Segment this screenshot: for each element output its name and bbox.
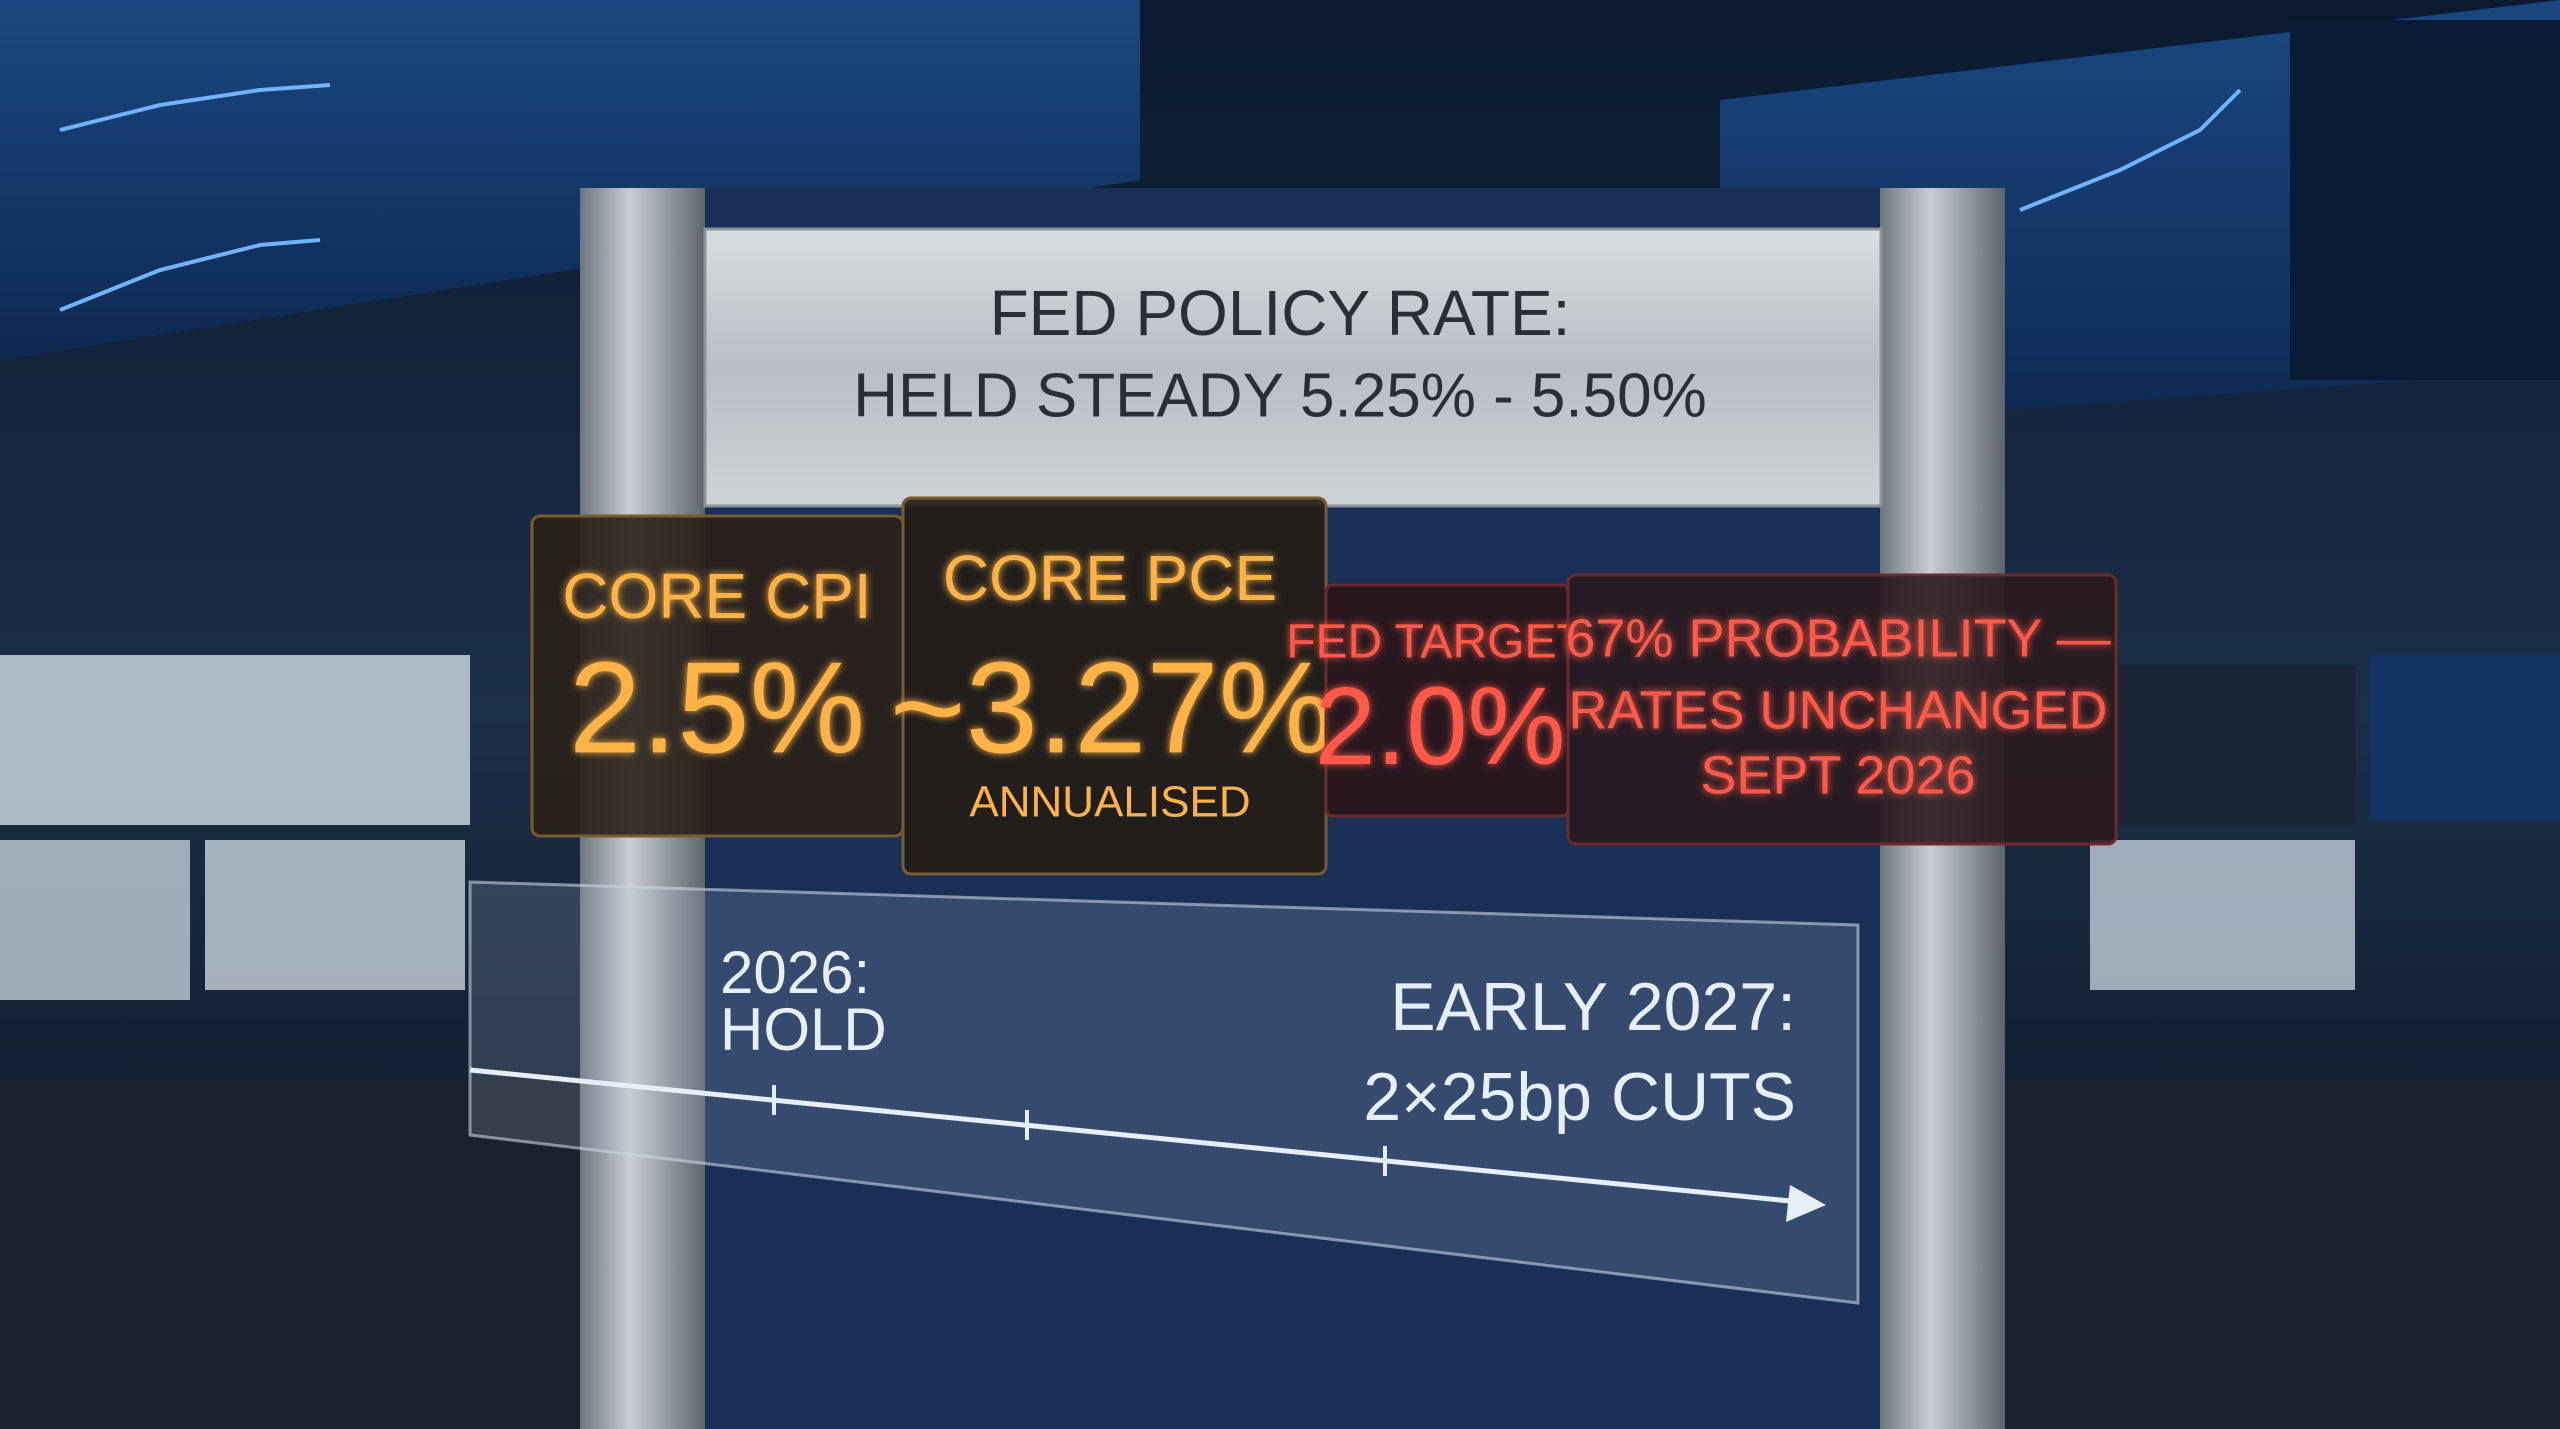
monitor xyxy=(2090,840,2355,990)
timeline-axis xyxy=(469,1067,1811,1206)
panel-label: CORE PCE xyxy=(943,542,1277,614)
panel-line: 67% PROBABILITY — xyxy=(1565,608,2110,668)
wall-chart-line xyxy=(59,238,321,312)
panel-label: CORE CPI xyxy=(562,560,871,632)
panel-line: SEPT 2026 xyxy=(1700,745,1975,805)
wall-chart-line xyxy=(59,83,331,132)
timeline-start: HOLD xyxy=(720,996,887,1063)
panel xyxy=(1566,573,2118,846)
ticker-board xyxy=(2290,20,2560,380)
monitor xyxy=(0,655,470,825)
header-subtitle: HELD STEADY 5.25% - 5.50% xyxy=(853,361,1706,430)
panel-line: RATES UNCHANGED xyxy=(1568,680,2107,740)
panel-value: 2.0% xyxy=(1315,665,1566,788)
panel-note: ANNUALISED xyxy=(969,778,1250,827)
header-title: FED POLICY RATE: xyxy=(990,277,1571,349)
timeline-start: 2026: xyxy=(720,939,870,1006)
timeline-arrow xyxy=(1786,1185,1826,1222)
wall-chart-line xyxy=(2019,88,2242,212)
monitor xyxy=(2370,655,2560,820)
timeline-end: EARLY 2027: xyxy=(1390,969,1796,1045)
monitor xyxy=(0,840,190,1000)
panel-label: FED TARGET: xyxy=(1286,616,1594,669)
panel-value: 2.5% xyxy=(569,634,865,780)
desk xyxy=(0,1080,580,1429)
panel-value: ~3.27% xyxy=(890,634,1335,780)
timeline-glass xyxy=(468,880,1860,1305)
desk xyxy=(2005,1080,2560,1429)
monitor xyxy=(205,840,465,990)
timeline-end: 2×25bp CUTS xyxy=(1363,1059,1796,1135)
monitor xyxy=(2115,665,2355,825)
header-plate xyxy=(703,227,1883,508)
